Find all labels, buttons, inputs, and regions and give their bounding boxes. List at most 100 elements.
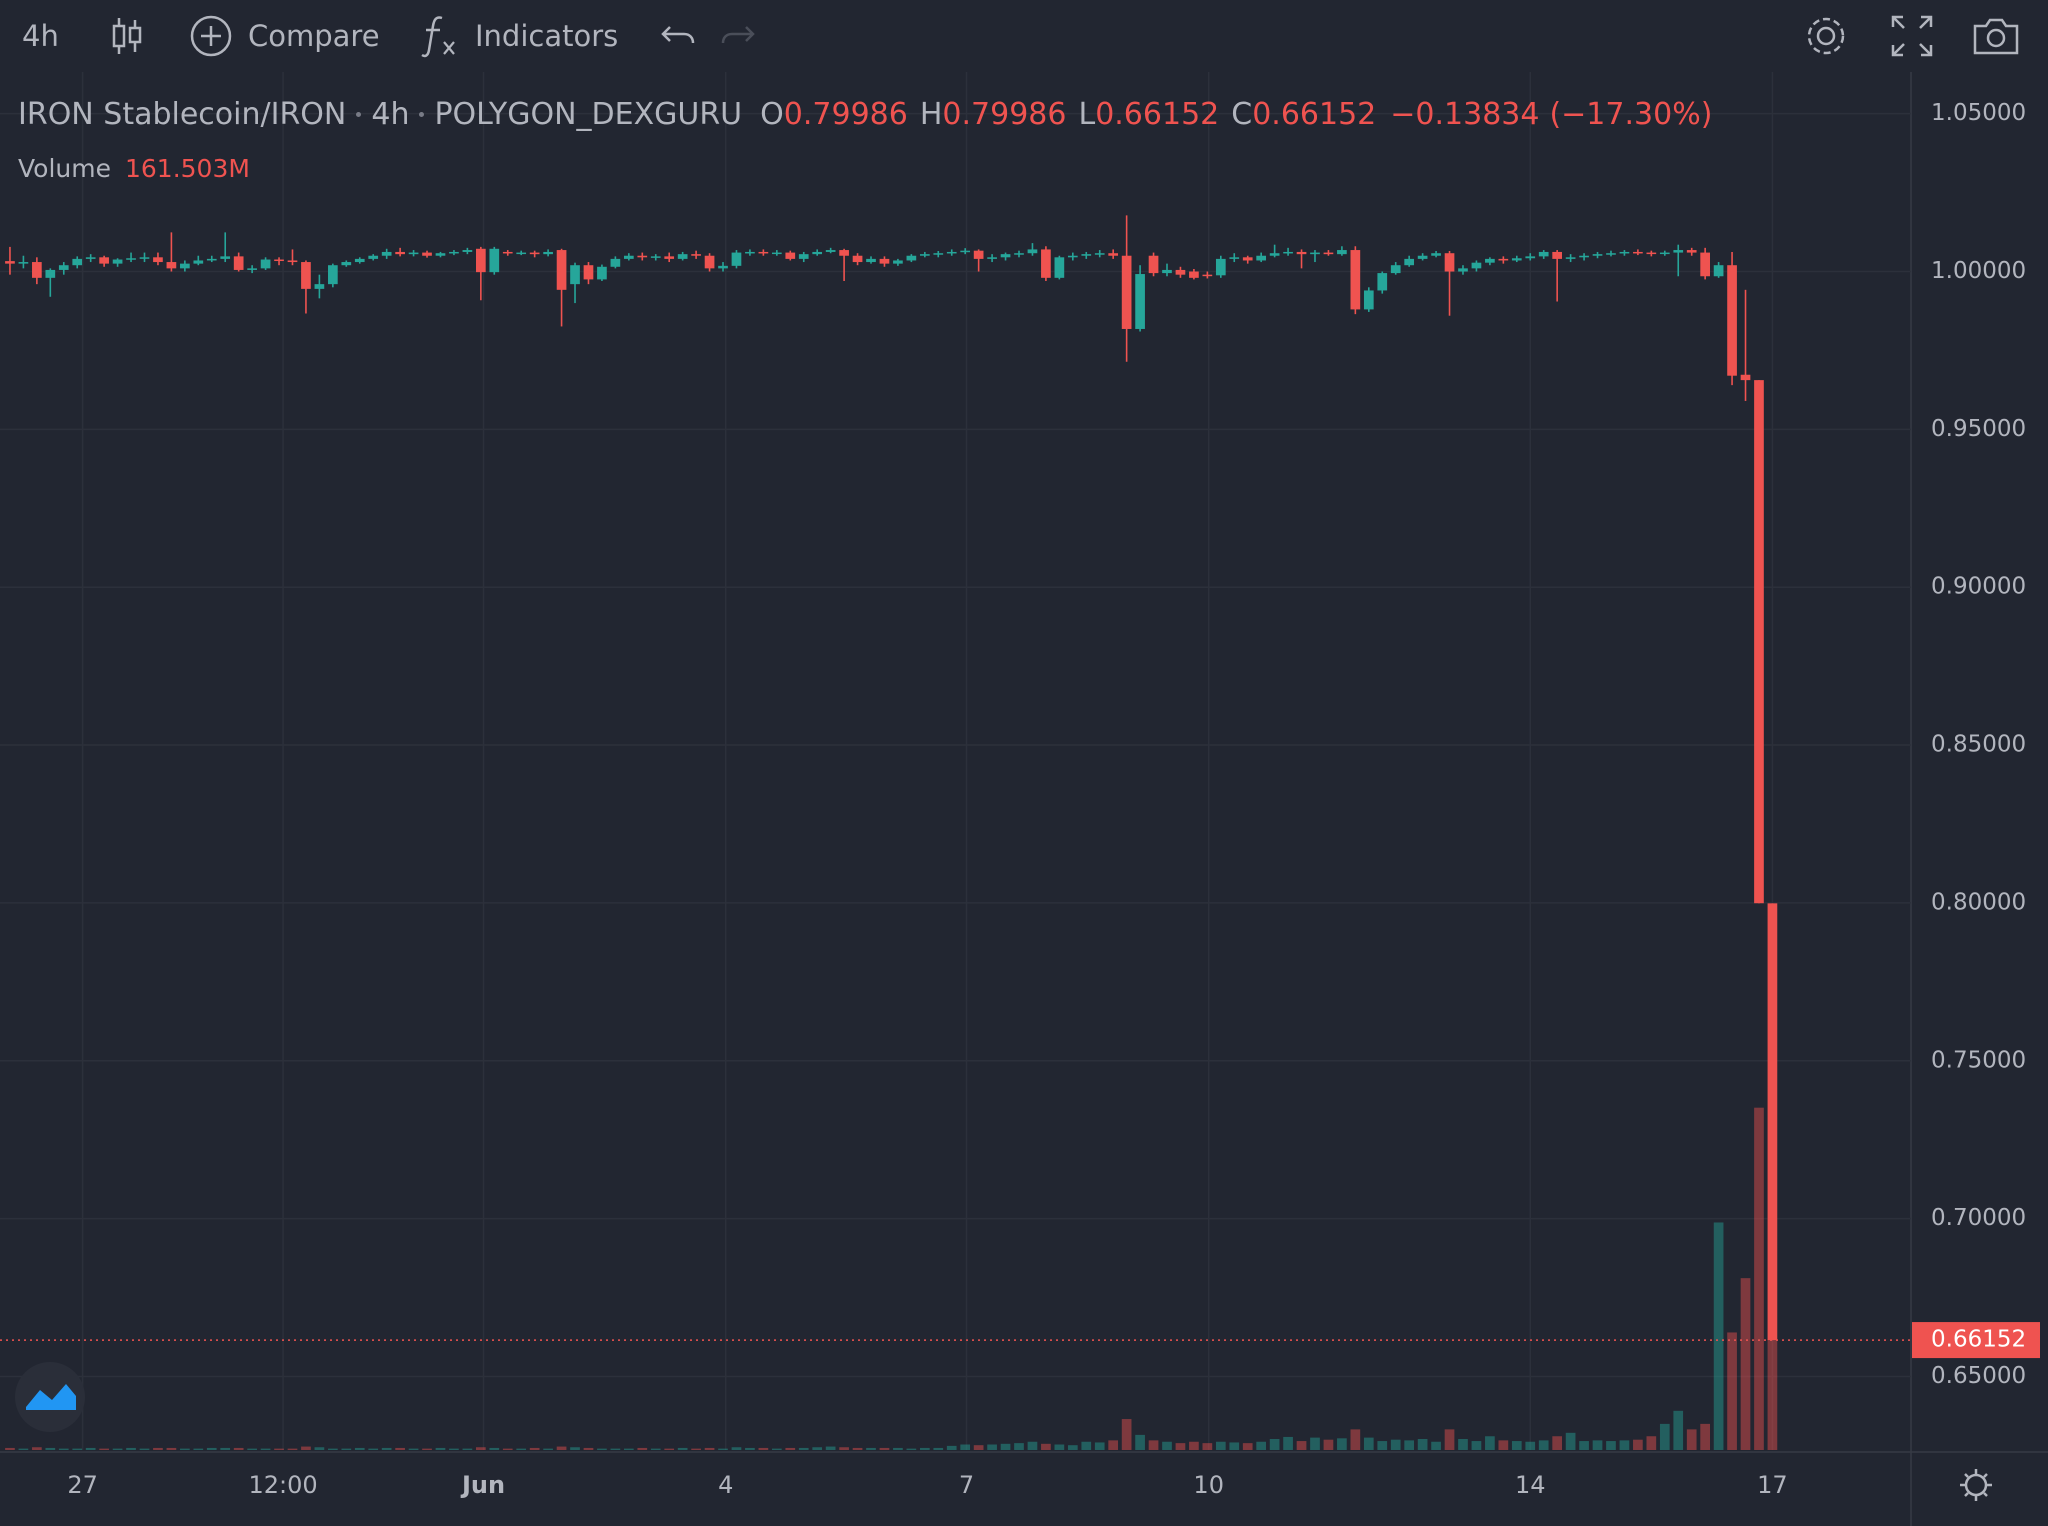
volume-bar (1229, 1442, 1240, 1450)
volume-bar (476, 1447, 486, 1450)
volume-bar (449, 1448, 459, 1450)
volume-bar (893, 1447, 903, 1450)
volume-bar (1404, 1440, 1415, 1450)
volume-bar (1189, 1441, 1199, 1450)
settings-icon[interactable] (1960, 1469, 1992, 1501)
volume-bar (1619, 1440, 1630, 1450)
volume-bar (112, 1448, 123, 1450)
exchange: POLYGON_DEXGURU (434, 97, 743, 132)
candle-body (1754, 380, 1764, 904)
candle-body (1094, 253, 1105, 255)
ohlc-label: H (919, 97, 943, 132)
volume-bar (1633, 1439, 1643, 1450)
gear-icon (1807, 17, 1845, 55)
volume-bar (1094, 1442, 1105, 1450)
volume-bar (597, 1448, 607, 1450)
logo (15, 1362, 85, 1432)
chart-type-button[interactable] (110, 0, 144, 72)
candle-body (946, 251, 957, 254)
y-tick-label: 0.95000 (1931, 416, 2026, 442)
candle-body (368, 255, 379, 259)
volume-bar (354, 1447, 365, 1450)
candle-body (1538, 251, 1549, 257)
candle-body (126, 258, 136, 260)
volume-bar (1148, 1440, 1159, 1450)
candle-body (785, 252, 796, 259)
indicators-button[interactable]: Indicators (420, 0, 618, 72)
interval[interactable]: 4h (22, 19, 59, 53)
x-tick-label: 27 (67, 1471, 98, 1499)
volume-bar (1108, 1440, 1119, 1450)
y-tick-label: 1.00000 (1931, 258, 2026, 284)
low-value: 0.66152 (1095, 97, 1220, 132)
candle-body (825, 250, 836, 252)
candle-body (233, 256, 244, 270)
candle-body (274, 259, 284, 262)
candle-body (287, 260, 298, 263)
volume-bar (771, 1448, 782, 1450)
compare-label[interactable]: Compare (248, 19, 380, 53)
volume-bar (260, 1448, 271, 1450)
volume-bar (1390, 1439, 1401, 1450)
x-tick-label: 7 (959, 1471, 974, 1499)
volume-bar (139, 1448, 150, 1450)
candle-body (1686, 250, 1697, 253)
interval-button[interactable]: 4h (22, 0, 59, 72)
volume-bar (1686, 1429, 1697, 1450)
candle-body (328, 265, 338, 285)
volume-bar (1767, 1338, 1778, 1450)
candle-body (1175, 269, 1186, 275)
candle-body (637, 255, 648, 258)
redo-button[interactable] (720, 0, 756, 72)
indicators-label[interactable]: Indicators (475, 19, 619, 53)
volume-bar (1471, 1441, 1482, 1450)
candle-body (1619, 251, 1630, 254)
candle-body (5, 261, 15, 264)
candle-body (139, 257, 150, 259)
x-tick-label: Jun (460, 1471, 505, 1499)
candle-body (1027, 249, 1038, 254)
settings-button[interactable] (1803, 0, 1849, 72)
volume-bar (99, 1448, 109, 1450)
axes: 1.05000 1.00000 0.95000 0.90000 0.85000 0.800… (0, 100, 2040, 1499)
volume-bar (328, 1448, 338, 1450)
volume-bar (1242, 1443, 1253, 1450)
candle-body (1740, 374, 1751, 381)
x-tick-label: 14 (1515, 1471, 1546, 1499)
candle-body (906, 255, 917, 261)
symbol-title: IRON Stablecoin/IRON (18, 97, 347, 132)
separator (356, 112, 362, 117)
volume-bar (529, 1447, 540, 1450)
candle-body (1215, 258, 1226, 276)
volume-bar (1283, 1436, 1293, 1450)
plus-icon (190, 15, 232, 57)
fullscreen-button[interactable] (1890, 0, 1934, 72)
candle-body (72, 258, 83, 266)
candle-body (1592, 254, 1603, 256)
candle-body (18, 262, 29, 264)
candle-body (664, 256, 675, 259)
separator (419, 112, 425, 117)
compare-button[interactable]: Compare (189, 0, 380, 72)
candle-body (502, 251, 513, 254)
candle-body (1552, 251, 1563, 259)
volume-bar (543, 1448, 553, 1450)
volume-bar (1700, 1423, 1710, 1450)
chart-background (0, 72, 2048, 1526)
candle-body (1081, 254, 1092, 256)
volume-bar (1713, 1222, 1724, 1450)
candle-body (220, 256, 231, 259)
snapshot-button[interactable] (1972, 0, 2020, 72)
volume-bar (1458, 1439, 1468, 1450)
volume-bar (1552, 1436, 1563, 1450)
volume-bar (1659, 1423, 1670, 1450)
candle-body (1404, 258, 1415, 266)
interval: 4h (371, 97, 410, 132)
candle-body (919, 254, 930, 256)
candle-body (1565, 257, 1576, 259)
volume-bar (32, 1447, 42, 1450)
candle-body (112, 259, 123, 264)
x-tick-label: 10 (1193, 1471, 1224, 1499)
undo-button[interactable] (660, 0, 696, 72)
volume-bar (1377, 1441, 1388, 1450)
